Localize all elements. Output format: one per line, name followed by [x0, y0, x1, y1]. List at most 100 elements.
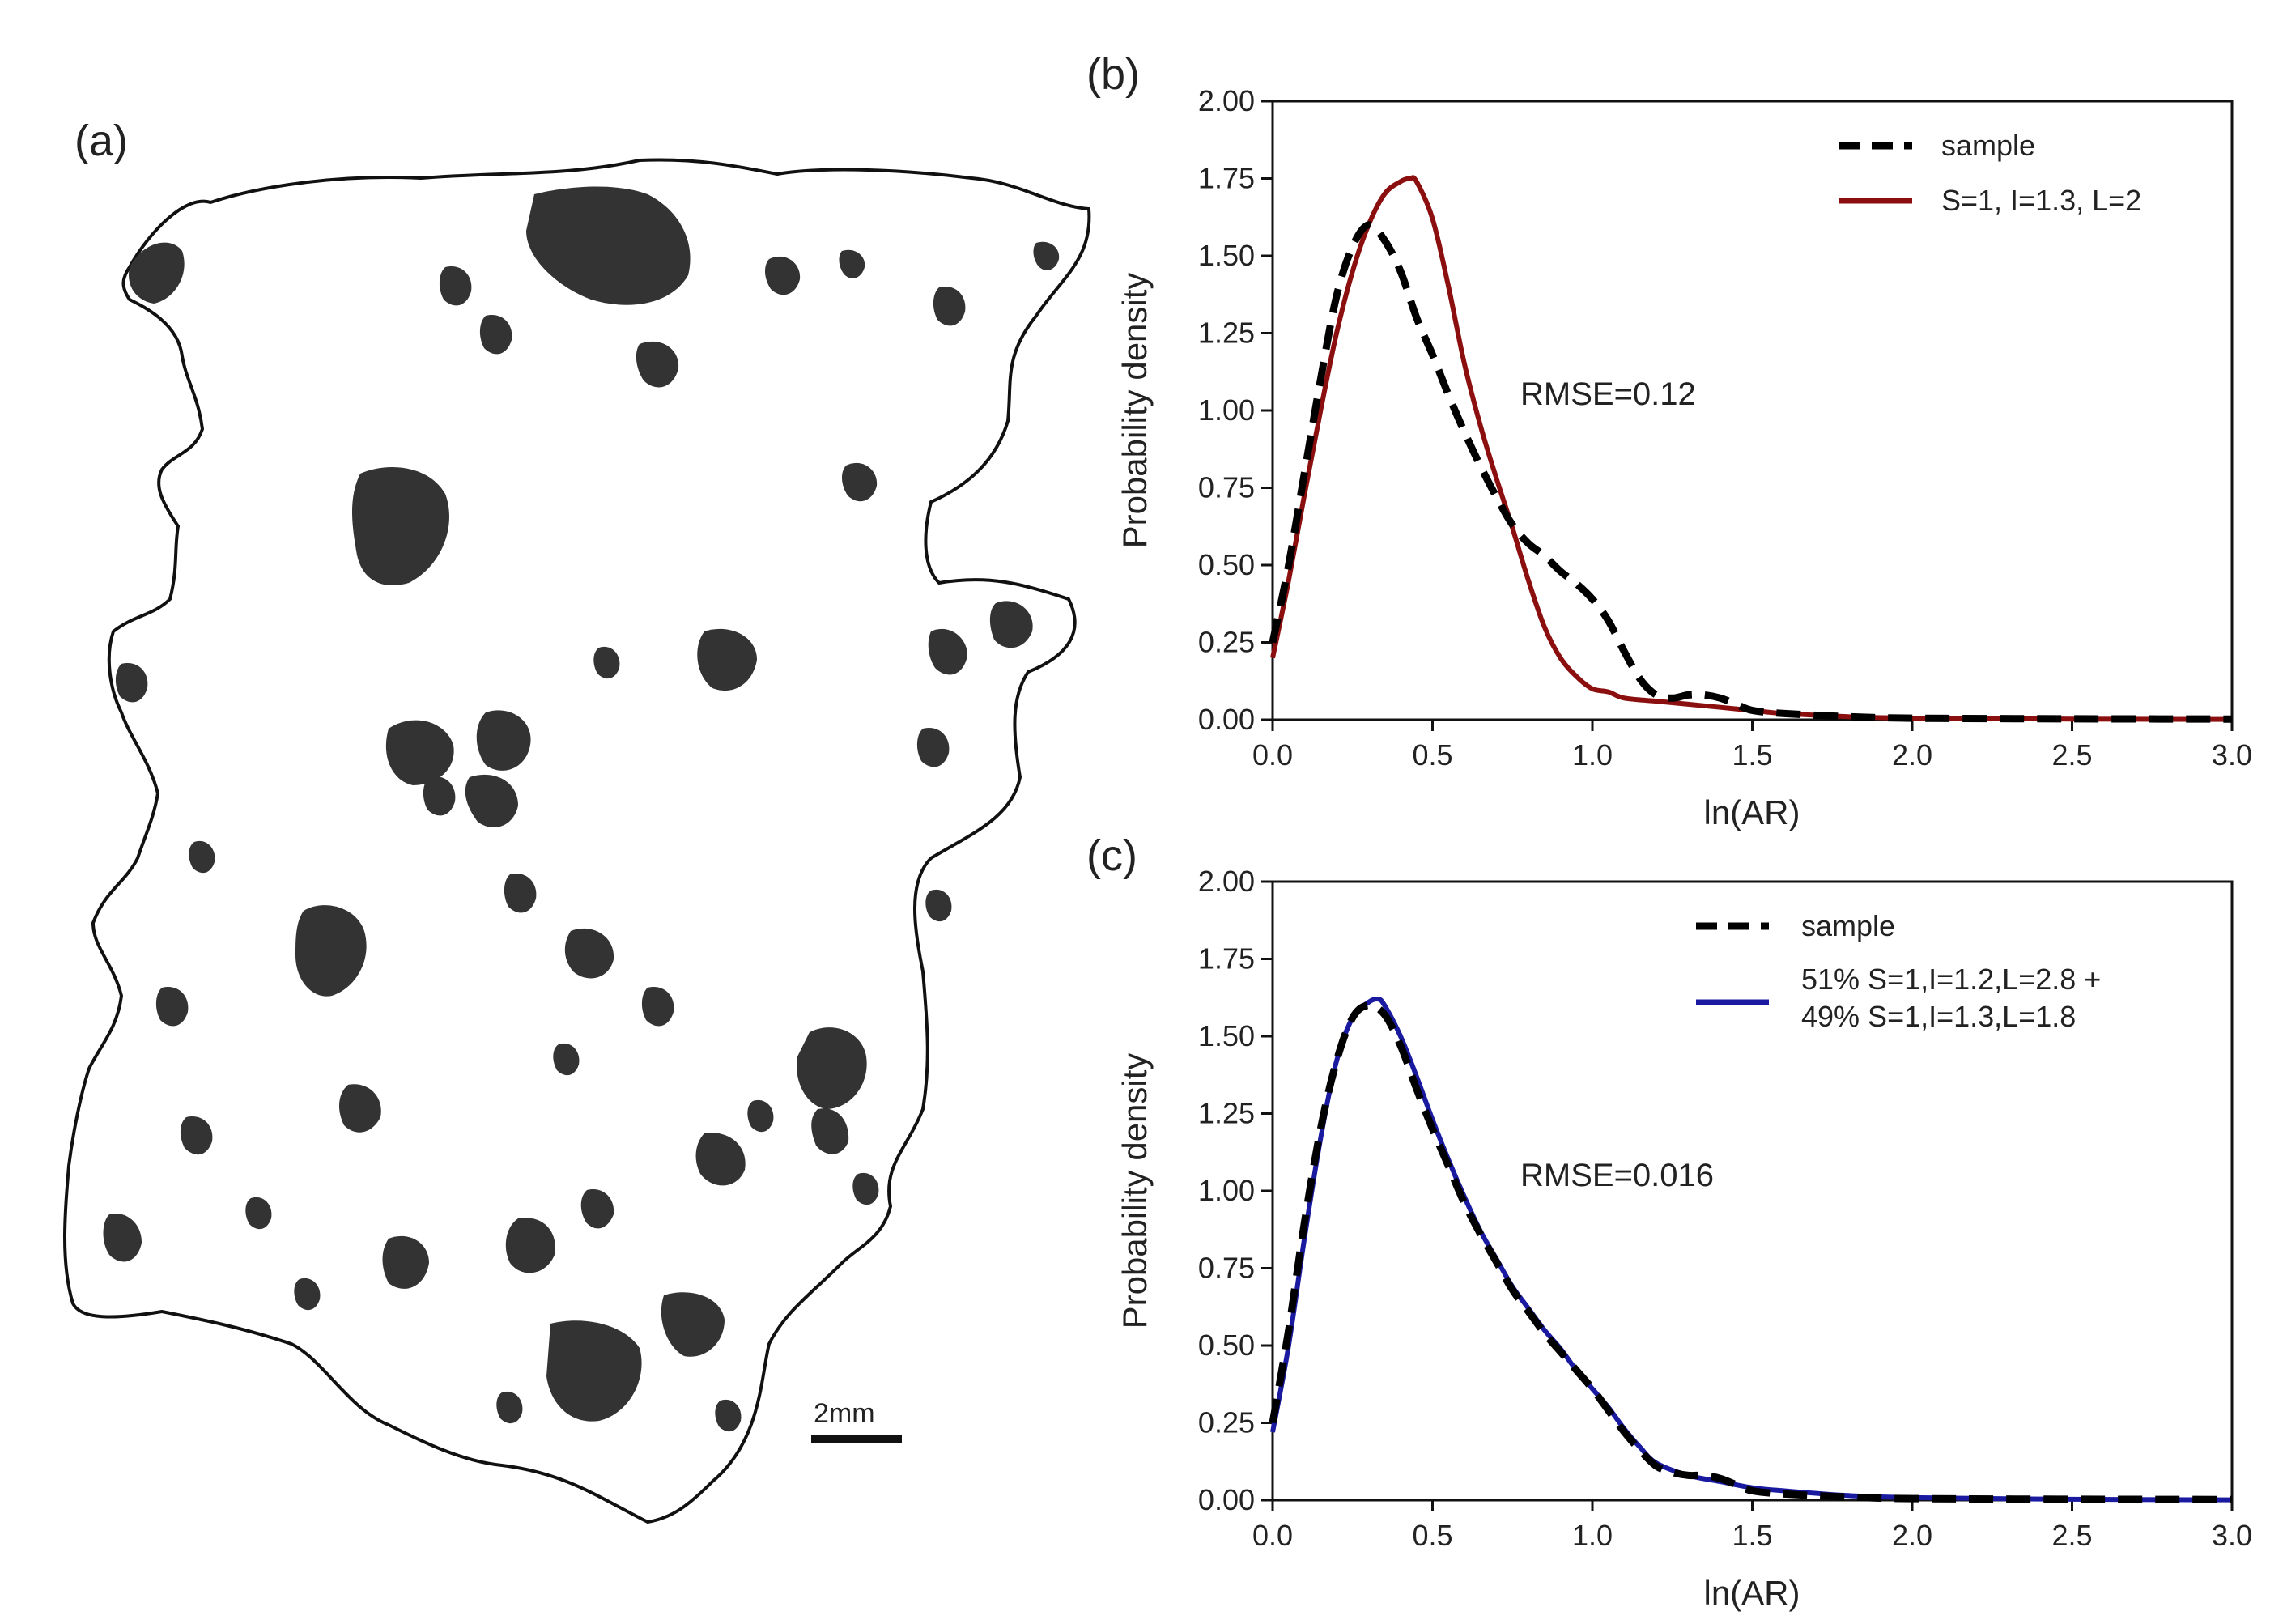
particle [593, 646, 620, 679]
particle [189, 840, 215, 874]
y-tick-label: 2.00 [1198, 84, 1255, 117]
particle [1033, 241, 1060, 270]
particle [715, 1399, 742, 1432]
particle [385, 720, 454, 785]
y-tick-label: 0.50 [1198, 1329, 1255, 1362]
particle [496, 1391, 523, 1424]
particle [423, 776, 456, 816]
particle [505, 1218, 555, 1273]
particle [636, 341, 679, 388]
y-axis: 0.00 0.25 0.50 0.75 1.00 1.25 1.50 1.75 2.00 [1198, 865, 1273, 1516]
series-layer [1269, 996, 2233, 1503]
y-tick-label: 0.00 [1198, 703, 1255, 736]
sample-outline [63, 158, 1091, 1524]
y-tick-label: 0.00 [1198, 1483, 1255, 1516]
particle [546, 1320, 642, 1422]
legend-label-sample: sample [1941, 129, 2035, 162]
particle [916, 728, 950, 767]
panel-a-particle-map: (a) [63, 117, 1091, 1524]
y-tick-label: 1.00 [1198, 393, 1255, 427]
particle [989, 601, 1033, 648]
y-axis-title: Probability density [1116, 273, 1154, 549]
particle [641, 987, 674, 1027]
legend-label-sample: sample [1801, 909, 1895, 942]
x-tick-label: 0.5 [1412, 738, 1452, 772]
particle [439, 266, 472, 306]
x-tick-label: 2.5 [2051, 1519, 2092, 1552]
scale-bar [811, 1435, 902, 1443]
particle [564, 928, 614, 979]
particle [245, 1197, 272, 1230]
particle [338, 1084, 381, 1133]
particles [103, 186, 1060, 1432]
y-tick-label: 0.75 [1198, 471, 1255, 504]
y-tick-label: 2.00 [1198, 865, 1255, 898]
panel-c-chart: (c) 0.000.250.500.751.001.251.501.752.00… [1086, 831, 2252, 1612]
particle [695, 1133, 746, 1186]
particle [553, 1043, 580, 1076]
x-tick-label: 0.0 [1252, 738, 1293, 772]
particle [697, 628, 757, 691]
x-axis: 0.0 0.5 1.0 1.5 2.0 2.5 3.0 [1252, 720, 2252, 772]
particle [841, 462, 878, 502]
x-tick-label: 0.5 [1412, 1519, 1452, 1552]
y-tick-label: 1.25 [1198, 317, 1255, 350]
x-tick-label: 3.0 [2212, 738, 2252, 772]
x-axis-title: ln(AR) [1703, 1574, 1800, 1612]
x-tick-label: 1.0 [1572, 1519, 1613, 1552]
legend-label-model-line-2: 49% S=1,I=1.3,L=1.8 [1801, 1000, 2076, 1033]
particle [925, 889, 952, 922]
series-line-sample [1269, 1001, 2233, 1503]
y-tick-label: 0.25 [1198, 1406, 1255, 1439]
particle [797, 1027, 867, 1109]
y-tick-label: 0.75 [1198, 1252, 1255, 1285]
y-tick-label: 1.50 [1198, 1019, 1255, 1052]
y-tick-label: 0.25 [1198, 626, 1255, 659]
panel-b-label: (b) [1086, 50, 1140, 99]
particle [476, 710, 531, 771]
particle [479, 315, 512, 355]
x-tick-label: 1.0 [1572, 738, 1613, 772]
y-tick-label: 1.00 [1198, 1174, 1255, 1207]
series-line-model [1270, 175, 2233, 722]
particle [294, 1278, 321, 1311]
y-tick-label: 1.75 [1198, 942, 1255, 976]
particle [764, 256, 801, 295]
panel-a-label: (a) [74, 117, 128, 165]
x-axis-title: ln(AR) [1703, 793, 1800, 831]
particle [811, 1108, 849, 1154]
particle [526, 186, 691, 305]
particle [928, 628, 967, 675]
rmse-annotation: RMSE=0.016 [1520, 1158, 1714, 1193]
y-tick-label: 0.50 [1198, 548, 1255, 581]
particle [465, 774, 518, 828]
particle [352, 467, 449, 586]
particle [661, 1292, 725, 1357]
x-tick-label: 0.0 [1252, 1519, 1293, 1552]
particle [103, 1214, 142, 1262]
panel-b-chart: (b) 0.000.250.500.751.001.251.501.752.00… [1086, 50, 2252, 831]
y-tick-label: 1.75 [1198, 162, 1255, 195]
particle [155, 987, 189, 1027]
y-axis: 0.00 0.25 0.50 0.75 1.00 1.25 1.50 1.75 2.00 [1198, 84, 1273, 736]
x-tick-label: 2.0 [1892, 738, 1932, 772]
legend: sample 51% S=1,I=1.2,L=2.8 + 49% S=1,I=1… [1696, 909, 2101, 1033]
panel-c-label: (c) [1086, 831, 1137, 880]
y-axis-title: Probability density [1116, 1053, 1154, 1329]
series-layer [1269, 175, 2233, 723]
particle [933, 287, 966, 326]
y-tick-label: 1.50 [1198, 239, 1255, 272]
scale-bar-label: 2mm [814, 1398, 875, 1429]
legend: sample S=1, I=1.3, L=2 [1839, 129, 2141, 217]
x-axis: 0.0 0.5 1.0 1.5 2.0 2.5 3.0 [1252, 1500, 2252, 1552]
particle [129, 242, 185, 304]
series-line-model [1270, 996, 2233, 1503]
legend-label-model-line-1: 51% S=1,I=1.2,L=2.8 + [1801, 963, 2101, 996]
particle [295, 905, 367, 997]
series-line-sample [1269, 221, 2233, 723]
rmse-annotation: RMSE=0.12 [1520, 376, 1696, 412]
x-tick-label: 3.0 [2212, 1519, 2252, 1552]
particle [180, 1116, 213, 1155]
particle [115, 663, 148, 703]
